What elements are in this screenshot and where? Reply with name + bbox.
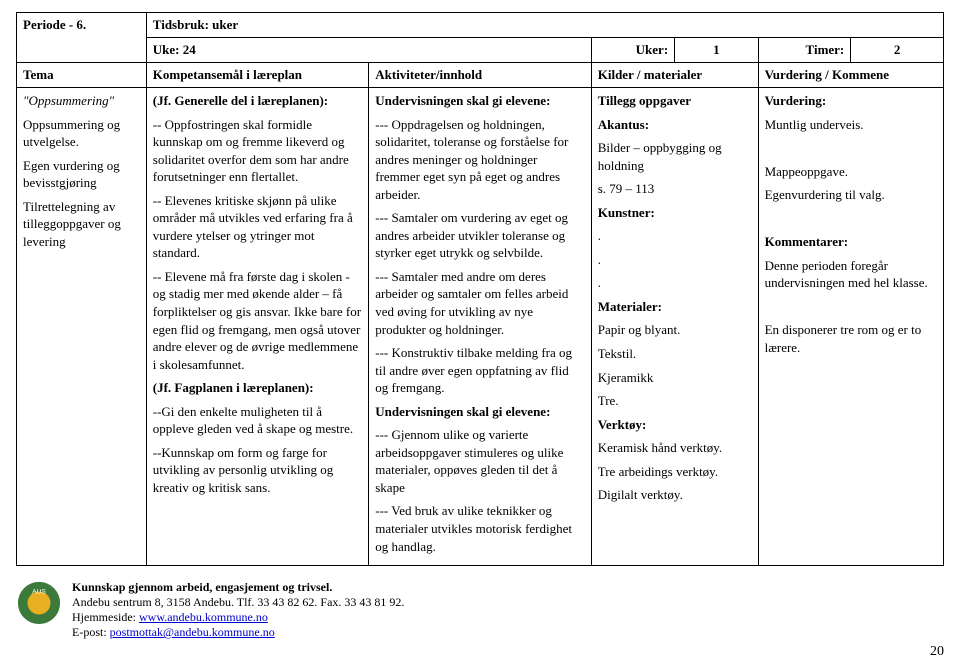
uke-cell: Uke: 24 — [146, 38, 591, 63]
column-header-row: Tema Kompetansemål i læreplan Aktivitete… — [17, 63, 944, 88]
kilder-line: Tre arbeidings verktøy. — [598, 463, 752, 481]
timer-label-cell: Timer: — [758, 38, 851, 63]
komp-line: -- Oppfostringen skal formidle kunnskap … — [153, 116, 362, 186]
tema-line: Egen vurdering og bevisstgjøring — [23, 157, 140, 192]
kilder-line: . — [598, 227, 752, 245]
body-row: "Oppsummering" Oppsummering og utvelgels… — [17, 88, 944, 566]
col-kilder: Kilder / materialer — [591, 63, 758, 88]
vurd-line: Kommentarer: — [765, 233, 937, 251]
kompetanse-cell: (Jf. Generelle del i læreplanen): -- Opp… — [146, 88, 368, 566]
footer-hjem-label: Hjemmeside: — [72, 610, 139, 624]
komp-line: --Gi den enkelte muligheten til å opplev… — [153, 403, 362, 438]
akt-line: --- Samtaler med andre om deres arbeider… — [375, 268, 584, 338]
footer-text-block: Kunnskap gjennom arbeid, engasjement og … — [72, 580, 404, 640]
kilder-line: Digilalt verktøy. — [598, 486, 752, 504]
uker-val-cell: 1 — [675, 38, 758, 63]
kilder-line: . — [598, 251, 752, 269]
kilder-line: Materialer: — [598, 299, 662, 314]
akt-lead: Undervisningen skal gi elevene: — [375, 404, 550, 419]
uker-label-cell: Uker: — [591, 38, 674, 63]
header-row-1: Periode - 6. Tidsbruk: uker — [17, 13, 944, 38]
kilder-line: Kunstner: — [598, 205, 655, 220]
vurdering-cell: Vurdering: Muntlig underveis. Mappeoppga… — [758, 88, 943, 566]
kilder-line: Papir og blyant. — [598, 321, 752, 339]
akt-line: --- Ved bruk av ulike teknikker og mater… — [375, 502, 584, 555]
vurd-line: Egenvurdering til valg. — [765, 186, 937, 204]
akt-line: --- Konstruktiv tilbake melding fra og t… — [375, 344, 584, 397]
kilder-line: Keramisk hånd verktøy. — [598, 439, 752, 457]
kilder-cell: Tillegg oppgaver Akantus: Bilder – oppby… — [591, 88, 758, 566]
kilder-line: Kjeramikk — [598, 369, 752, 387]
kilder-line: Tekstil. — [598, 345, 752, 363]
timer-val-cell: 2 — [851, 38, 944, 63]
footer-homepage: Hjemmeside: www.andebu.kommune.no — [72, 610, 404, 625]
kilder-line: Tre. — [598, 392, 752, 410]
akt-lead: Undervisningen skal gi elevene: — [375, 93, 550, 108]
vurd-line: En disponerer tre rom og er to lærere. — [765, 321, 937, 356]
footer: AUS Kunnskap gjennom arbeid, engasjement… — [16, 580, 944, 640]
col-komp: Kompetansemål i læreplan — [146, 63, 368, 88]
kilder-line: Tillegg oppgaver — [598, 92, 752, 110]
vurd-line: Mappeoppgave. — [765, 163, 937, 181]
col-vurd: Vurdering / Kommene — [758, 63, 943, 88]
footer-epost-label: E-post: — [72, 625, 110, 639]
komp-lead: (Jf. Generelle del i læreplanen): — [153, 93, 328, 108]
header-row-2: Uke: 24 Uker: 1 Timer: 2 — [17, 38, 944, 63]
curriculum-table: Periode - 6. Tidsbruk: uker Uke: 24 Uker… — [16, 12, 944, 566]
tema-line: "Oppsummering" — [23, 92, 140, 110]
akt-line: --- Gjennom ulike og varierte arbeidsopp… — [375, 426, 584, 496]
akt-line: --- Samtaler om vurdering av eget og and… — [375, 209, 584, 262]
homepage-link[interactable]: www.andebu.kommune.no — [139, 610, 268, 624]
footer-email: E-post: postmottak@andebu.kommune.no — [72, 625, 404, 640]
kilder-line: s. 79 – 113 — [598, 180, 752, 198]
email-link[interactable]: postmottak@andebu.kommune.no — [110, 625, 275, 639]
komp-lead: (Jf. Fagplanen i læreplanen): — [153, 380, 314, 395]
aktiviteter-cell: Undervisningen skal gi elevene: --- Oppd… — [369, 88, 591, 566]
komp-line: -- Elevene må fra første dag i skolen - … — [153, 268, 362, 373]
tema-line: Oppsummering og utvelgelse. — [23, 116, 140, 151]
komp-line: -- Elevenes kritiske skjønn på ulike omr… — [153, 192, 362, 262]
school-logo-icon: AUS — [16, 580, 62, 626]
tema-cell: "Oppsummering" Oppsummering og utvelgels… — [17, 88, 147, 566]
svg-text:AUS: AUS — [32, 589, 46, 596]
kilder-line: . — [598, 274, 752, 292]
periode-cell: Periode - 6. — [17, 13, 147, 63]
page-number: 20 — [16, 644, 944, 660]
footer-address: Andebu sentrum 8, 3158 Andebu. Tlf. 33 4… — [72, 595, 404, 610]
kilder-line: Verktøy: — [598, 417, 647, 432]
vurd-line: Vurdering: — [765, 92, 937, 110]
komp-line: --Kunnskap om form og farge for utviklin… — [153, 444, 362, 497]
akt-line: --- Oppdragelsen og holdningen, solidari… — [375, 116, 584, 204]
kilder-line: Akantus: — [598, 117, 649, 132]
footer-motto: Kunnskap gjennom arbeid, engasjement og … — [72, 580, 404, 595]
col-tema: Tema — [17, 63, 147, 88]
vurd-line: Denne perioden foregår undervisningen me… — [765, 257, 937, 292]
vurd-line: Muntlig underveis. — [765, 116, 937, 134]
tidsbruk-cell: Tidsbruk: uker — [146, 13, 943, 38]
col-akt: Aktiviteter/innhold — [369, 63, 591, 88]
tema-line: Tilrettelegning av tilleggoppgaver og le… — [23, 198, 140, 251]
kilder-line: Bilder – oppbygging og holdning — [598, 139, 752, 174]
